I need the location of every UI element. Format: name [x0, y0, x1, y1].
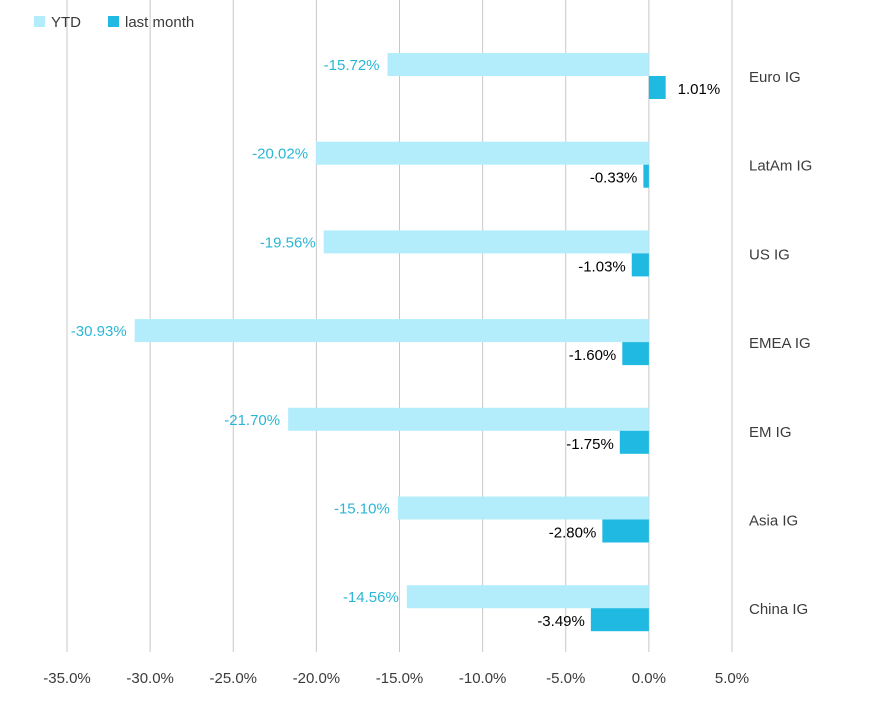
data-label-last-month: -1.03%	[578, 258, 626, 275]
legend-swatch-ytd	[34, 16, 45, 27]
data-label-ytd: -14.56%	[343, 589, 399, 606]
category-label: US IG	[749, 246, 790, 263]
bar-last-month	[602, 519, 649, 543]
bar-ytd	[397, 496, 649, 520]
bar-last-month	[631, 253, 649, 277]
data-label-ytd: -20.02%	[252, 146, 308, 163]
x-tick-label: 0.0%	[632, 670, 666, 687]
x-tick-label: -30.0%	[126, 670, 174, 687]
legend-label-last-month: last month	[125, 14, 194, 31]
category-label: China IG	[749, 601, 808, 618]
category-label: EMEA IG	[749, 335, 811, 352]
data-label-last-month: -1.60%	[569, 347, 617, 364]
x-tick-label: -5.0%	[546, 670, 585, 687]
x-tick-label: -35.0%	[43, 670, 91, 687]
category-label: Asia IG	[749, 513, 798, 530]
x-tick-label: -25.0%	[209, 670, 257, 687]
x-tick-label: -20.0%	[293, 670, 341, 687]
bar-ytd	[288, 407, 649, 431]
category-label: EM IG	[749, 424, 792, 441]
legend-swatch-last-month	[108, 16, 119, 27]
data-label-last-month: 1.01%	[678, 81, 721, 98]
category-labels: Euro IG LatAm IG US IG EMEA IG EM IG Asia IG C…	[749, 69, 812, 618]
x-tick-label: -10.0%	[459, 670, 507, 687]
bar-last-month	[643, 164, 649, 188]
x-tick-label: -15.0%	[376, 670, 424, 687]
category-label: LatAm IG	[749, 158, 812, 175]
data-label-last-month: -1.75%	[566, 436, 614, 453]
legend: YTD last month	[34, 14, 194, 31]
x-tick-label: 5.0%	[715, 670, 749, 687]
bar-ytd	[406, 585, 649, 609]
bar-last-month	[622, 342, 649, 366]
bar-last-month	[648, 76, 666, 99]
bars	[134, 53, 666, 632]
bar-last-month	[590, 608, 649, 632]
legend-label-ytd: YTD	[51, 14, 81, 31]
data-label-ytd: -19.56%	[260, 234, 316, 251]
data-label-last-month: -3.49%	[537, 613, 585, 630]
bar-ytd	[323, 230, 649, 254]
data-label-ytd: -21.70%	[224, 412, 280, 429]
data-label-last-month: -0.33%	[590, 170, 638, 187]
data-label-ytd: -30.93%	[71, 323, 127, 340]
bar-ytd	[316, 141, 649, 165]
category-label: Euro IG	[749, 69, 801, 86]
bar-last-month	[619, 430, 649, 454]
bar-ytd	[387, 53, 649, 76]
bar-ytd	[134, 319, 649, 343]
data-labels: -15.72% 1.01% -20.02% -0.33% -19.56% -1.03% -3…	[71, 57, 720, 630]
x-axis-tick-labels: -35.0% -30.0% -25.0% -20.0% -15.0% -10.0% -5.0…	[43, 670, 749, 687]
data-label-ytd: -15.72%	[324, 57, 380, 74]
data-label-last-month: -2.80%	[549, 525, 597, 542]
data-label-ytd: -15.10%	[334, 501, 390, 518]
